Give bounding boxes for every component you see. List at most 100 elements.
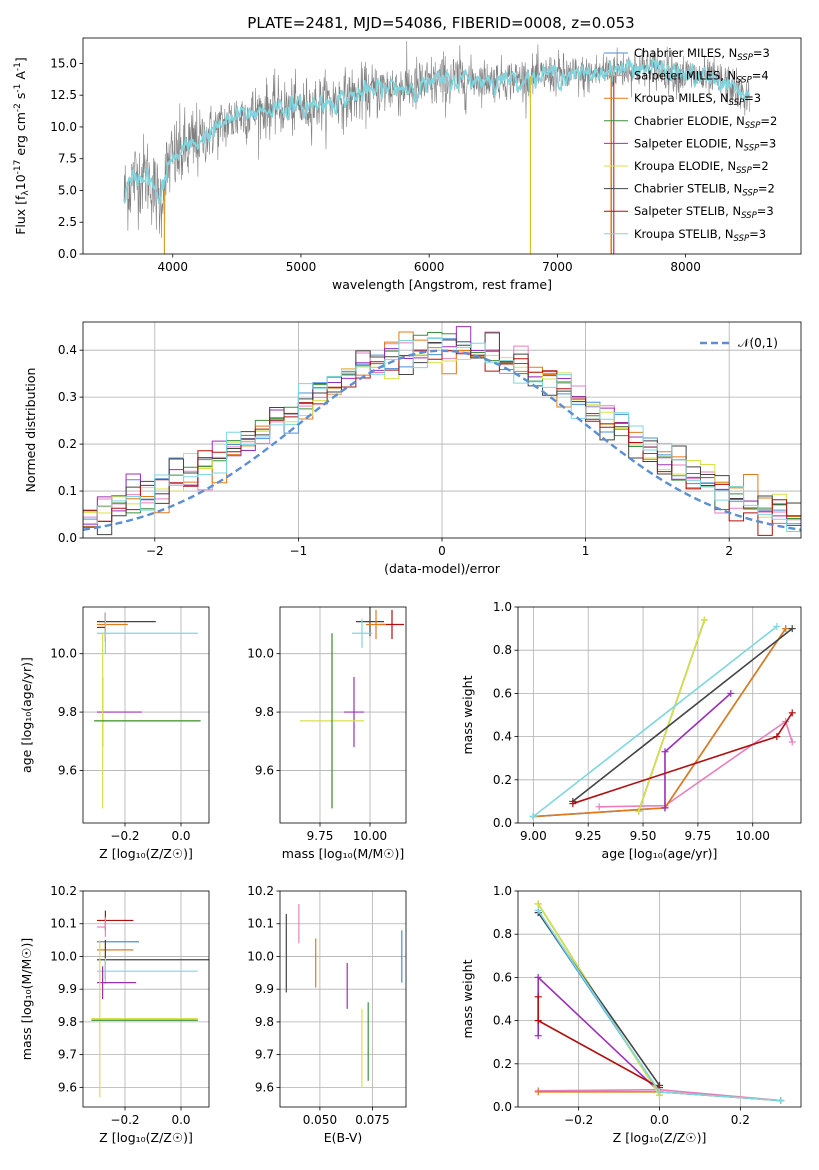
y-tick-label: 0.0 (493, 1100, 512, 1114)
x-tick-label: 0.0 (171, 1113, 190, 1127)
x-tick-label: −0.2 (110, 1113, 139, 1127)
y-tick-label: 0.1 (58, 484, 77, 498)
y-tick-label: 9.9 (255, 982, 274, 996)
y-tick-label: 10.0 (247, 647, 274, 661)
plot-area (83, 326, 801, 538)
y-tick-label: 9.6 (255, 1080, 274, 1094)
y-tick-label: 0.3 (58, 390, 77, 404)
weight-line (599, 720, 793, 808)
panel-mass-vs-EBV: 0.050 0.075 9.6 9.7 9.8 9.9 10.0 10.1 10.2 E(B-V) (247, 884, 407, 1145)
y-tick-label: 9.8 (58, 705, 77, 719)
y-tick-label: 10.2 (50, 884, 77, 898)
y-tick-label: 0.0 (493, 816, 512, 830)
y-tick-label: 0.8 (493, 927, 512, 941)
weight-line (533, 628, 787, 818)
axes-frame (82, 606, 210, 824)
x-tick-label: 8000 (670, 260, 701, 274)
y-tick-label: 9.8 (58, 1015, 77, 1029)
x-tick-label: 4000 (157, 260, 188, 274)
panel-spectrum: 4000 5000 6000 7000 8000 0.0 2.5 5.0 7.5 10.0 12.5… (13, 37, 802, 292)
plot-area (529, 616, 796, 821)
weight-line (572, 627, 793, 803)
y-axis-label: mass [log₁₀(M/M☉)] (19, 938, 34, 1060)
weight-line (572, 712, 793, 805)
x-tick-label: −2 (146, 544, 164, 558)
y-tick-label: 15.0 (50, 56, 77, 70)
y-tick-label: 2.5 (58, 215, 77, 229)
y-axis-label: Flux [fλ10-17 erg cm-2 s-1 A-1] (13, 57, 31, 235)
x-tick-label: 0.2 (731, 1113, 750, 1127)
y-tick-label: 9.9 (58, 982, 77, 996)
y-axis-label: mass weight (460, 959, 475, 1038)
legend-entry: 𝒩(0,1) (738, 336, 778, 350)
x-tick-label: 2 (725, 544, 733, 558)
panel-age-vs-Z: −0.2 0.0 9.6 9.8 10.0 Z [log₁₀(Z/Z☉)] age [log… (19, 606, 210, 861)
axes-frame (279, 606, 407, 824)
x-tick-label: 10.00 (353, 829, 387, 843)
y-axis-label: mass weight (460, 675, 475, 754)
normal-curve (83, 349, 801, 531)
legend-entry: Chabrier ELODIE, NSSP=2 (634, 114, 777, 131)
x-tick-label: 0 (438, 544, 446, 558)
x-axis-label: Z [log₁₀(Z/Z☉)] (99, 1130, 193, 1145)
plot-area (94, 612, 201, 809)
x-axis-label: age [log₁₀(age/yr)] (602, 846, 718, 861)
weight-line (532, 625, 778, 818)
x-axis-label: E(B-V) (324, 1130, 363, 1145)
legend-entry: Chabrier MILES, NSSP=3 (634, 46, 770, 63)
plot-area (300, 607, 404, 809)
y-axis-label: Normed distribution (23, 368, 38, 493)
legend-entry: Kroupa STELIB, NSSP=3 (634, 227, 766, 244)
x-tick-label: 0.0 (650, 1113, 669, 1127)
y-tick-label: 0.0 (58, 247, 77, 261)
y-tick-label: 0.8 (493, 643, 512, 657)
panel-weight-vs-Z: −0.2 0.0 0.2 0.0 0.2 0.4 0.6 0.8 1.0 Z [log₁₀(Z/Z… (460, 884, 802, 1145)
x-tick-label: 9.75 (685, 829, 712, 843)
y-axis-label: age [log₁₀(age/yr)] (19, 657, 34, 773)
y-tick-label: 10.0 (50, 120, 77, 134)
panel-age-vs-mass: 9.75 10.00 9.6 9.8 10.0 mass [log₁₀(M/M☉)] (247, 606, 407, 861)
plot-area (285, 904, 403, 1088)
y-tick-label: 9.7 (58, 1048, 77, 1062)
y-tick-label: 0.6 (493, 970, 512, 984)
observed-spectrum (123, 40, 750, 238)
x-tick-label: 0.050 (303, 1113, 337, 1127)
y-tick-label: 9.7 (255, 1048, 274, 1062)
y-tick-label: 9.6 (58, 1080, 77, 1094)
axes-frame (82, 890, 210, 1108)
y-tick-label: 0.2 (493, 1057, 512, 1071)
y-tick-label: 0.4 (493, 1014, 512, 1028)
y-tick-label: 9.8 (255, 1015, 274, 1029)
x-axis-label: (data-model)/error (384, 561, 501, 576)
legend-entry: Kroupa MILES, NSSP=3 (634, 91, 761, 108)
x-tick-label: 6000 (414, 260, 445, 274)
axes-frame (279, 890, 407, 1108)
x-tick-label: 10.00 (736, 829, 770, 843)
x-tick-label: 5000 (286, 260, 317, 274)
weight-line (533, 628, 787, 818)
x-tick-label: 0.075 (355, 1113, 389, 1127)
x-tick-label: 1 (582, 544, 590, 558)
histogram-9 (83, 337, 801, 538)
y-tick-label: 10.2 (247, 884, 274, 898)
y-tick-label: 0.4 (493, 730, 512, 744)
legend: Chabrier MILES, NSSP=3 Salpeter MILES, NS… (604, 46, 777, 244)
y-tick-label: 0.6 (493, 686, 512, 700)
x-tick-label: 9.00 (520, 829, 547, 843)
y-tick-label: 10.1 (50, 917, 77, 931)
legend-entry: Kroupa ELODIE, NSSP=2 (634, 159, 769, 176)
x-tick-label: 9.50 (630, 829, 657, 843)
y-tick-label: 9.6 (58, 763, 77, 777)
x-tick-label: 0.0 (171, 829, 190, 843)
y-tick-label: 0.2 (58, 437, 77, 451)
x-tick-label: −1 (290, 544, 308, 558)
x-tick-label: −0.2 (564, 1113, 593, 1127)
y-tick-label: 10.0 (50, 949, 77, 963)
panel-weight-vs-age: 9.00 9.25 9.50 9.75 10.00 0.0 0.2 0.4 0.6 0.8 1.0 a… (460, 600, 802, 861)
x-axis-label: wavelength [Angstrom, rest frame] (332, 277, 552, 292)
legend-entry: Salpeter STELIB, NSSP=3 (634, 204, 774, 221)
x-axis-label: mass [log₁₀(M/M☉)] (282, 846, 404, 861)
y-tick-label: 10.1 (247, 917, 274, 931)
y-tick-label: 10.0 (50, 647, 77, 661)
